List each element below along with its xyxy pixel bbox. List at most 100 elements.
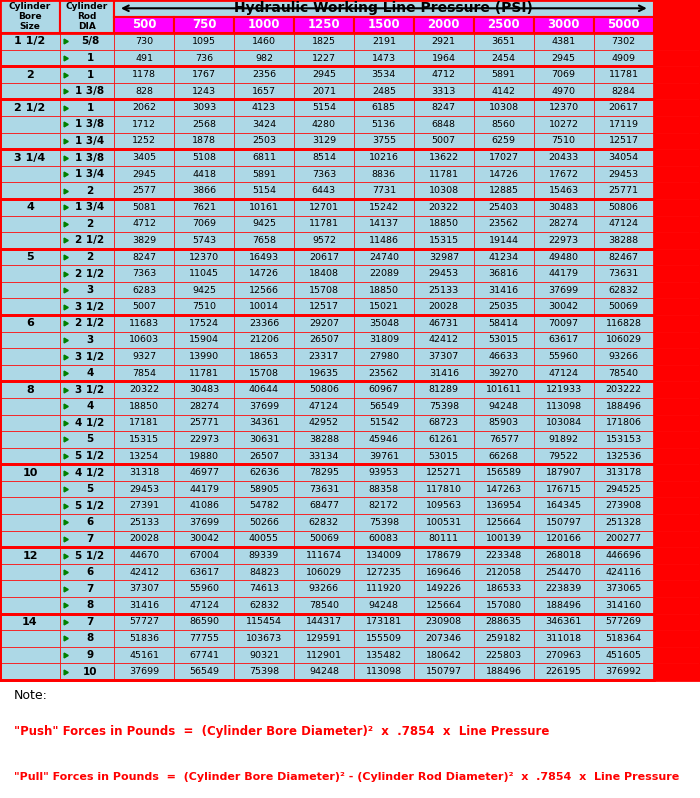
Text: 1000: 1000 [248, 18, 280, 31]
Bar [414, 415, 474, 431]
Bar [414, 183, 474, 199]
Text: 2356: 2356 [252, 70, 276, 79]
Text: 9572: 9572 [312, 236, 336, 245]
Bar [294, 249, 354, 265]
Bar [0, 199, 654, 249]
Bar [174, 232, 234, 249]
Bar [60, 132, 114, 149]
Text: 5000: 5000 [608, 18, 640, 31]
Text: 38288: 38288 [608, 236, 638, 245]
Text: 207346: 207346 [426, 634, 462, 643]
Bar [474, 17, 533, 34]
Text: 25771: 25771 [608, 186, 638, 196]
Text: 46977: 46977 [189, 468, 219, 477]
Text: 25133: 25133 [428, 286, 459, 294]
Text: 12370: 12370 [189, 252, 219, 262]
Bar [234, 215, 294, 232]
Bar [533, 547, 594, 564]
Bar [294, 398, 354, 415]
Bar [354, 514, 414, 531]
Text: 37699: 37699 [189, 518, 219, 527]
Bar [654, 448, 700, 464]
Bar [474, 49, 533, 66]
Bar [294, 464, 354, 481]
Bar [234, 365, 294, 381]
Bar [594, 215, 654, 232]
Text: 18850: 18850 [429, 219, 458, 228]
Bar [294, 215, 354, 232]
Text: 55960: 55960 [549, 352, 579, 361]
Text: 26507: 26507 [309, 335, 339, 345]
Bar [654, 232, 700, 249]
Text: 5 1/2: 5 1/2 [76, 451, 104, 461]
Text: 61261: 61261 [429, 435, 458, 444]
Text: 7: 7 [86, 583, 94, 594]
Bar [474, 646, 533, 663]
Text: 178679: 178679 [426, 551, 462, 560]
Bar [533, 116, 594, 132]
Bar [474, 448, 533, 464]
Bar [294, 348, 354, 365]
Text: 51836: 51836 [129, 634, 159, 643]
Text: 12517: 12517 [309, 302, 339, 311]
Text: 2945: 2945 [312, 70, 336, 79]
Text: 4: 4 [86, 368, 94, 378]
Text: 5154: 5154 [312, 103, 336, 113]
Bar [294, 547, 354, 564]
Bar [0, 415, 60, 431]
Bar [174, 298, 234, 315]
Text: 4381: 4381 [552, 37, 575, 46]
Bar [654, 199, 700, 215]
Text: 121933: 121933 [545, 385, 582, 394]
Bar [474, 183, 533, 199]
Text: 20322: 20322 [129, 385, 159, 394]
Bar [414, 597, 474, 614]
Text: 20322: 20322 [428, 203, 458, 211]
Bar [474, 83, 533, 100]
Bar [114, 514, 174, 531]
Text: 47124: 47124 [549, 369, 579, 377]
Bar [174, 564, 234, 580]
Text: 93953: 93953 [369, 468, 399, 477]
Bar [234, 166, 294, 183]
Bar [594, 365, 654, 381]
Bar [474, 497, 533, 514]
Text: 40644: 40644 [249, 385, 279, 394]
Bar [474, 630, 533, 646]
Text: 50266: 50266 [249, 518, 279, 527]
Text: 76577: 76577 [489, 435, 519, 444]
Bar [594, 464, 654, 481]
Text: 47124: 47124 [608, 219, 638, 228]
Text: 1243: 1243 [192, 87, 216, 96]
Bar [594, 514, 654, 531]
Text: 8247: 8247 [132, 252, 156, 262]
Text: 30042: 30042 [549, 302, 579, 311]
Text: 2945: 2945 [552, 53, 575, 62]
Text: 2500: 2500 [487, 18, 520, 31]
Bar [174, 149, 234, 166]
Text: 2921: 2921 [432, 37, 456, 46]
Bar [414, 298, 474, 315]
Text: 373065: 373065 [606, 584, 642, 593]
Text: 39761: 39761 [369, 452, 399, 460]
Text: 7069: 7069 [552, 70, 575, 79]
Bar [414, 249, 474, 265]
Text: 12370: 12370 [549, 103, 579, 113]
Text: 51542: 51542 [369, 418, 399, 428]
Text: 11045: 11045 [189, 269, 219, 279]
Text: 27391: 27391 [129, 501, 159, 510]
Bar [114, 431, 174, 448]
Bar [0, 298, 60, 315]
Bar [60, 83, 114, 100]
Bar [294, 315, 354, 332]
Text: 5154: 5154 [252, 186, 276, 196]
Bar [414, 531, 474, 547]
Text: 12885: 12885 [489, 186, 519, 196]
Bar [0, 34, 60, 49]
Text: 577269: 577269 [606, 618, 642, 626]
Bar [0, 646, 60, 663]
Bar [533, 381, 594, 398]
Text: 94248: 94248 [369, 601, 399, 610]
Text: 18850: 18850 [369, 286, 399, 294]
Bar [594, 232, 654, 249]
